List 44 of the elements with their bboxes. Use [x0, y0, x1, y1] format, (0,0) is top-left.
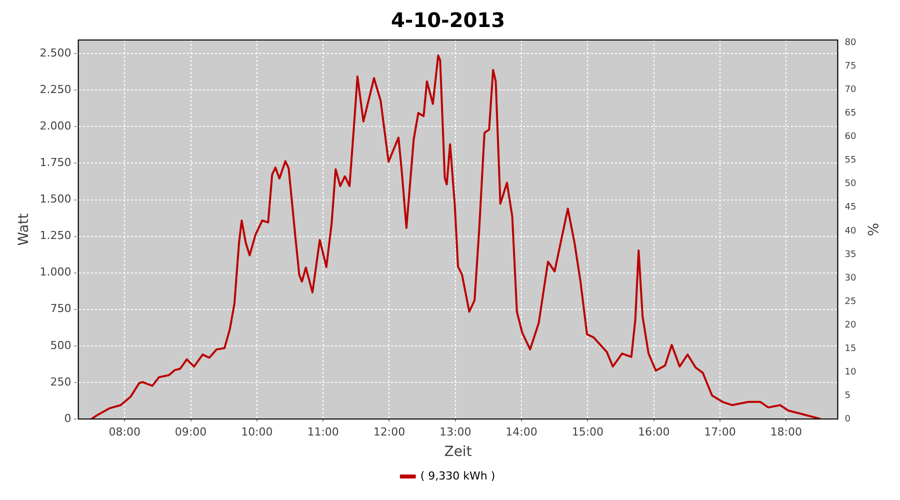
- x-axis-title: Zeit: [444, 444, 472, 460]
- y2-tick-label: 55: [844, 156, 856, 166]
- y-tick-label: 250: [50, 375, 72, 388]
- y2-tick-label: 70: [844, 85, 856, 96]
- y2-tick-label: 65: [844, 108, 856, 119]
- y-tick-label: 1.750: [40, 156, 72, 170]
- y-tick-label: 2.250: [40, 82, 72, 96]
- y2-tick-label: 45: [844, 202, 856, 213]
- y2-tick-label: 35: [844, 250, 856, 260]
- x-tick-label: 10:00: [241, 425, 273, 438]
- y-tick-label: 500: [50, 338, 72, 352]
- y2-axis-title: %: [864, 222, 880, 236]
- y2-tick-label: 30: [844, 273, 856, 284]
- y2-tick-label: 15: [844, 344, 856, 354]
- y2-tick-label: 10: [844, 367, 856, 378]
- x-tick-label: 13:00: [440, 425, 472, 438]
- y-tick-label: 2.500: [40, 46, 72, 60]
- x-tick-label: 08:00: [108, 425, 140, 438]
- y2-tick-label: 40: [844, 226, 856, 236]
- y-tick-label: 1.250: [40, 229, 72, 242]
- y-tick-label: 750: [50, 302, 72, 316]
- y2-tick-label: 5: [844, 390, 850, 401]
- x-tick-label: 15:00: [572, 425, 604, 438]
- x-tick-label: 14:00: [506, 425, 538, 438]
- x-tick-label: 09:00: [174, 425, 207, 438]
- y2-tick-label: 75: [844, 62, 856, 72]
- y-tick-label: 1.500: [40, 192, 72, 206]
- legend-label: ( 9,330 kWh ): [420, 469, 496, 482]
- y2-tick-label: 50: [844, 179, 856, 190]
- y2-tick-label: 25: [844, 296, 856, 307]
- y2-tick-label: 0: [844, 414, 851, 424]
- y-tick-label: 1.000: [40, 266, 72, 279]
- x-tick-label: 18:00: [770, 425, 802, 438]
- x-tick-label: 17:00: [704, 425, 736, 438]
- y2-tick-label: 60: [844, 132, 856, 142]
- x-tick-label: 11:00: [307, 425, 339, 438]
- y-axis-title: Watt: [16, 212, 32, 246]
- y2-tick-label: 80: [844, 38, 856, 48]
- chart-title: 4-10-2013: [390, 8, 506, 32]
- y-tick-label: 2.000: [40, 120, 72, 133]
- y2-tick-label: 20: [844, 320, 856, 330]
- y-tick-label: 0: [64, 412, 72, 425]
- x-tick-label: 12:00: [373, 425, 406, 438]
- x-tick-label: 16:00: [638, 425, 670, 438]
